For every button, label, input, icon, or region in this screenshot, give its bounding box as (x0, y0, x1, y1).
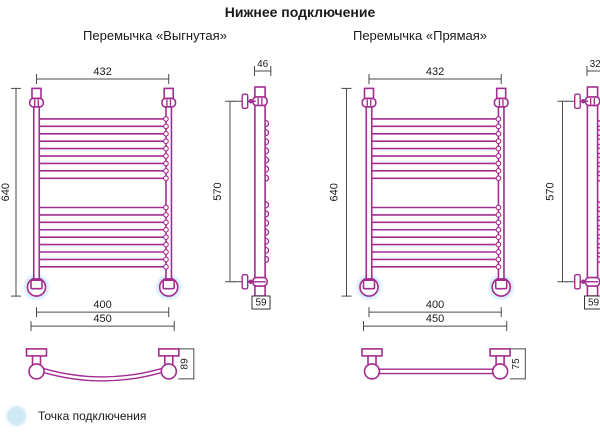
svg-text:570: 570 (212, 182, 224, 200)
svg-text:640: 640 (329, 183, 341, 201)
svg-text:59: 59 (255, 298, 267, 309)
svg-text:432: 432 (426, 66, 444, 78)
svg-text:Перемычка «Выгнутая»: Перемычка «Выгнутая» (83, 28, 227, 43)
svg-text:432: 432 (93, 66, 111, 78)
svg-text:570: 570 (545, 182, 557, 200)
svg-text:Перемычка «Прямая»: Перемычка «Прямая» (353, 28, 487, 43)
svg-text:Нижнее подключение: Нижнее подключение (225, 4, 376, 20)
svg-text:400: 400 (426, 299, 444, 311)
svg-text:450: 450 (426, 313, 444, 325)
svg-text:59: 59 (588, 298, 600, 309)
svg-text:450: 450 (93, 313, 111, 325)
svg-text:46: 46 (257, 59, 269, 70)
svg-text:75: 75 (511, 358, 522, 370)
svg-text:640: 640 (0, 183, 12, 201)
svg-text:32: 32 (590, 59, 600, 70)
svg-text:400: 400 (93, 299, 111, 311)
svg-text:Точка подключения: Точка подключения (38, 409, 146, 423)
svg-text:89: 89 (179, 358, 190, 370)
